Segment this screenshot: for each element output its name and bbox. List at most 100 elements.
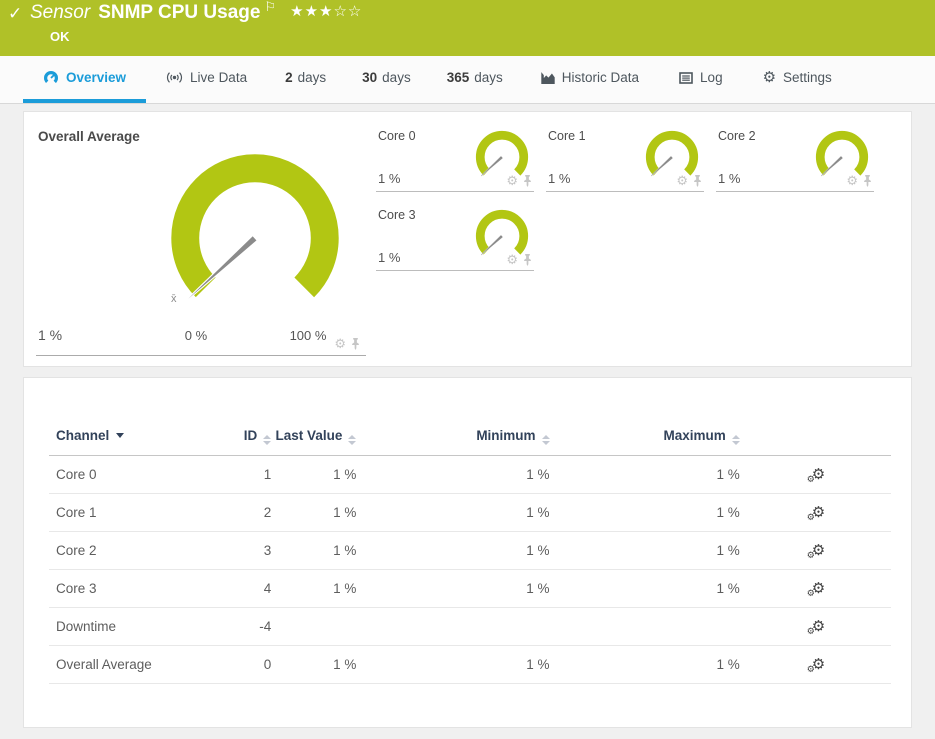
gauge-settings-gear-icon[interactable]: ⚙ <box>676 173 688 188</box>
gauge-value: 1 % <box>378 250 401 265</box>
column-header-last-value[interactable]: Last Value <box>271 428 357 456</box>
sort-icon <box>348 435 357 445</box>
channel-last-value <box>271 607 357 646</box>
gauge-needle <box>187 234 259 300</box>
channel-name: Core 1 <box>49 493 217 532</box>
flag-icon[interactable]: ⚐ <box>264 0 277 14</box>
gauge-title: Core 1 <box>548 129 586 143</box>
gauge-title: Core 0 <box>378 129 416 143</box>
channels-panel: Channel ID Last Value Minimum Maximum Co… <box>23 377 912 728</box>
stars-filled: ★★★ <box>290 3 334 20</box>
channel-last-value: 1 % <box>271 645 357 684</box>
gauge-value: 1 % <box>548 171 571 186</box>
channel-settings-gears-icon[interactable]: ⚙ ⚙ <box>806 618 826 636</box>
pin-icon[interactable] <box>351 337 360 350</box>
table-row: Overall Average 0 1 % 1 % 1 % ⚙ ⚙ <box>49 645 891 684</box>
channels-table: Channel ID Last Value Minimum Maximum Co… <box>49 428 891 684</box>
overall-average-gauge-card: Overall Average x̄ 1 % 0 % 100 % ⚙ <box>24 112 374 366</box>
channel-minimum <box>356 607 550 646</box>
page-title: SNMP CPU Usage <box>98 2 261 23</box>
log-icon <box>679 71 693 84</box>
column-header-minimum[interactable]: Minimum <box>356 428 550 456</box>
channel-maximum <box>549 607 740 646</box>
core-gauges-grid: Core 0 1 % ⚙ Core 1 1 % <box>376 126 874 271</box>
channel-settings-gears-icon[interactable]: ⚙ ⚙ <box>806 580 826 598</box>
channel-name: Core 3 <box>49 569 217 608</box>
gauge-max-label: 100 % <box>289 328 327 343</box>
tab-365-days[interactable]: 365 days <box>446 70 503 85</box>
channel-minimum: 1 % <box>356 645 550 684</box>
pin-icon[interactable] <box>863 174 872 187</box>
column-header-id[interactable]: ID <box>216 428 272 456</box>
card-divider <box>36 355 366 356</box>
core-gauge-card: Core 3 1 % ⚙ <box>376 205 534 271</box>
channel-settings-gears-icon[interactable]: ⚙ ⚙ <box>806 656 826 674</box>
gauge-value: 1 % <box>378 171 401 186</box>
table-row: Core 3 4 1 % 1 % 1 % ⚙ ⚙ <box>49 569 891 608</box>
sort-icon <box>731 435 740 445</box>
channel-last-value: 1 % <box>271 493 357 532</box>
channel-maximum: 1 % <box>549 493 740 532</box>
channel-last-value: 1 % <box>271 455 357 494</box>
table-row: Core 1 2 1 % 1 % 1 % ⚙ ⚙ <box>49 493 891 532</box>
channel-maximum: 1 % <box>549 455 740 494</box>
gauge-settings-gear-icon[interactable]: ⚙ <box>506 252 518 267</box>
channel-id: 2 <box>216 493 272 532</box>
channel-name: Overall Average <box>49 645 217 684</box>
overall-average-gauge <box>171 154 339 322</box>
pin-icon[interactable] <box>693 174 702 187</box>
gauge-needle <box>480 234 504 256</box>
status-check-icon: ✓ <box>8 4 23 23</box>
core-2-gauge <box>815 130 869 184</box>
channel-last-value: 1 % <box>271 531 357 570</box>
pin-icon[interactable] <box>523 174 532 187</box>
object-kind-label: Sensor <box>30 2 91 23</box>
core-0-gauge <box>475 130 529 184</box>
stars-empty: ☆☆ <box>333 3 363 20</box>
channel-minimum: 1 % <box>356 569 550 608</box>
tab-historic-data[interactable]: Historic Data <box>521 56 659 103</box>
mean-marker: x̄ <box>171 293 177 305</box>
gauge-value: 1 % <box>718 171 741 186</box>
column-header-maximum[interactable]: Maximum <box>549 428 740 456</box>
column-header-actions <box>739 428 891 456</box>
channel-settings-gears-icon[interactable]: ⚙ ⚙ <box>806 504 826 522</box>
column-header-channel[interactable]: Channel <box>49 428 217 456</box>
table-row: Core 2 3 1 % 1 % 1 % ⚙ ⚙ <box>49 531 891 570</box>
gauge-value: 1 % <box>38 327 63 343</box>
tab-settings[interactable]: ⚙ Settings <box>762 69 832 86</box>
channel-last-value: 1 % <box>271 569 357 608</box>
core-gauge-card: Core 2 1 % ⚙ <box>716 126 874 192</box>
sort-icon <box>263 435 272 445</box>
table-row: Core 0 1 1 % 1 % 1 % ⚙ ⚙ <box>49 455 891 494</box>
gauge-settings-gear-icon[interactable]: ⚙ <box>846 173 858 188</box>
core-gauge-card: Core 0 1 % ⚙ <box>376 126 534 192</box>
tab-2-days[interactable]: 2 days <box>285 70 327 85</box>
channel-settings-gears-icon[interactable]: ⚙ ⚙ <box>806 466 826 484</box>
gauge-needle <box>480 155 504 177</box>
channel-id: 4 <box>216 569 272 608</box>
gauge-needle <box>650 155 674 177</box>
channel-name: Downtime <box>49 607 217 646</box>
tab-log[interactable]: Log <box>659 56 743 103</box>
sort-icon <box>541 435 550 445</box>
pin-icon[interactable] <box>523 253 532 266</box>
channel-name: Core 0 <box>49 455 217 494</box>
priority-stars[interactable]: ★★★☆☆ <box>290 2 362 20</box>
channel-name: Core 2 <box>49 531 217 570</box>
gauge-icon <box>43 70 59 85</box>
channel-settings-gears-icon[interactable]: ⚙ ⚙ <box>806 542 826 560</box>
gauge-title: Overall Average <box>38 129 140 144</box>
tab-overview[interactable]: Overview <box>23 56 147 103</box>
channel-maximum: 1 % <box>549 569 740 608</box>
tab-live-data[interactable]: Live Data <box>146 56 267 103</box>
tab-30-days[interactable]: 30 days <box>362 70 411 85</box>
live-data-icon <box>167 72 183 83</box>
gauge-settings-gear-icon[interactable]: ⚙ <box>334 336 346 351</box>
gear-icon: ⚙ <box>762 69 777 86</box>
channel-maximum: 1 % <box>549 531 740 570</box>
channel-id: 3 <box>216 531 272 570</box>
status-badge: OK <box>50 29 70 44</box>
core-1-gauge <box>645 130 699 184</box>
gauge-settings-gear-icon[interactable]: ⚙ <box>506 173 518 188</box>
